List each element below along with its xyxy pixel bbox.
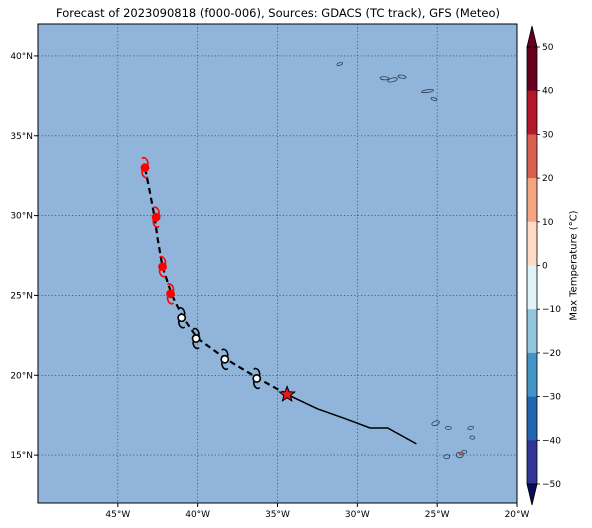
island-outline	[431, 420, 440, 426]
lat-tick-label: 20°N	[10, 371, 33, 381]
island-outline	[379, 76, 390, 81]
hurricane-icon	[140, 156, 150, 179]
colorbar-tick-label: 10	[542, 218, 554, 228]
colorbar-tick-label: 20	[542, 174, 554, 184]
colorbar-segment	[527, 265, 537, 310]
island-outline	[421, 89, 434, 93]
colorbar-segment	[527, 47, 537, 91]
lon-tick-label: 25°W	[425, 510, 450, 520]
colorbar-tick-label: −10	[542, 305, 561, 315]
island-temperature-patch	[458, 451, 464, 456]
colorbar-segment	[527, 396, 537, 441]
hurricane-icon	[166, 283, 175, 305]
colorbar-segment	[527, 178, 537, 223]
star-icon	[278, 384, 297, 403]
colorbar-tick-label: −20	[542, 349, 561, 359]
temperature-colorbar: 50 40 30 20 10 0 −10 −20 −30 −40 −50	[526, 25, 561, 506]
colorbar-tick-label: 30	[542, 130, 554, 140]
lat-tick-label: 40°N	[10, 52, 33, 62]
lon-tick-label: 35°W	[265, 510, 290, 520]
hurricane-icon	[252, 367, 262, 390]
island-outline	[387, 77, 398, 83]
colorbar-under-arrow	[526, 483, 538, 506]
island-outline	[469, 435, 476, 440]
hurricane-icon	[177, 307, 187, 329]
island-outline	[430, 97, 438, 101]
ocean-background	[38, 24, 517, 503]
colorbar-tick-label: 40	[542, 87, 554, 97]
colorbar-tick-label: −50	[542, 480, 561, 490]
colorbar-segment	[527, 221, 537, 266]
island-outline	[443, 454, 451, 460]
colorbar-over-arrow	[526, 25, 538, 48]
hurricane-icon	[191, 327, 201, 350]
colorbar-segment	[527, 440, 537, 485]
map-content	[38, 24, 517, 503]
map-title: Forecast of 2023090818 (f000-006), Sourc…	[56, 6, 500, 20]
colorbar-tick-label: 50	[542, 43, 554, 53]
colorbar-label: Max Temperature (°C)	[568, 210, 580, 321]
island-outline	[444, 426, 452, 430]
hurricane-icon	[220, 348, 230, 371]
colorbar-segment	[527, 90, 537, 135]
island-outline	[467, 425, 474, 431]
lon-tick-label: 30°W	[345, 510, 370, 520]
hurricane-icon	[158, 255, 167, 278]
island-outline	[336, 61, 343, 66]
hurricane-icon	[151, 206, 161, 228]
lat-tick-label: 15°N	[10, 451, 33, 461]
colorbar-segment	[527, 352, 537, 397]
lon-tick-label: 40°W	[185, 510, 210, 520]
island-outline	[397, 74, 407, 79]
observed-track-line	[286, 393, 417, 445]
lat-tick-label: 30°N	[10, 212, 33, 222]
colorbar-tick-label: −30	[542, 393, 561, 403]
lat-tick-label: 25°N	[10, 291, 33, 301]
map-axes: 40°N 35°N 30°N 25°N 20°N 15°N 45°W 40°W 35°W 30°W…	[10, 23, 530, 520]
colorbar-tick-label: −40	[542, 436, 561, 446]
colorbar-tick-label: 0	[542, 262, 548, 272]
lon-tick-label: 20°W	[505, 510, 530, 520]
colorbar-segment	[527, 134, 537, 179]
map-plot-area	[38, 24, 517, 503]
lon-tick-label: 45°W	[105, 510, 130, 520]
colorbar-segment	[527, 309, 537, 354]
lat-tick-label: 35°N	[10, 132, 33, 142]
